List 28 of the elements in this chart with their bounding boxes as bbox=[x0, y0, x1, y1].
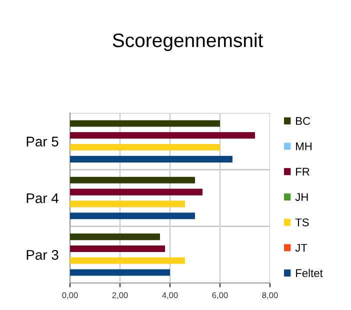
legend-label: BC bbox=[296, 117, 310, 125]
bar bbox=[70, 257, 185, 264]
x-tick-label: 2,00 bbox=[112, 292, 128, 300]
x-tick-label: 0,00 bbox=[62, 292, 78, 300]
x-tick-label: 8,00 bbox=[262, 292, 278, 300]
bar bbox=[70, 132, 255, 139]
chart-title: Scoregennemsnit bbox=[112, 32, 264, 52]
legend-label: Feltet bbox=[296, 268, 323, 278]
bar bbox=[70, 269, 170, 276]
legend-label: TS bbox=[295, 218, 309, 226]
bar bbox=[70, 156, 232, 162]
bar bbox=[70, 120, 220, 127]
bar bbox=[70, 212, 195, 220]
x-tick-label: 6,00 bbox=[212, 292, 228, 300]
legend-label: MH bbox=[296, 142, 312, 150]
x-tick-label: 4,00 bbox=[162, 292, 178, 300]
bar bbox=[70, 176, 195, 184]
legend-label: JH bbox=[295, 193, 308, 201]
y-tick-label: Par 3 bbox=[26, 250, 58, 260]
bar bbox=[70, 144, 220, 151]
legend-label: JT bbox=[295, 244, 308, 252]
bar bbox=[70, 234, 160, 240]
bar bbox=[70, 188, 202, 196]
y-tick-label: Par 5 bbox=[26, 136, 58, 147]
legend-label: FR bbox=[296, 168, 310, 176]
bar bbox=[70, 200, 185, 208]
bar bbox=[70, 245, 165, 252]
y-tick-label: Par 4 bbox=[26, 193, 58, 204]
